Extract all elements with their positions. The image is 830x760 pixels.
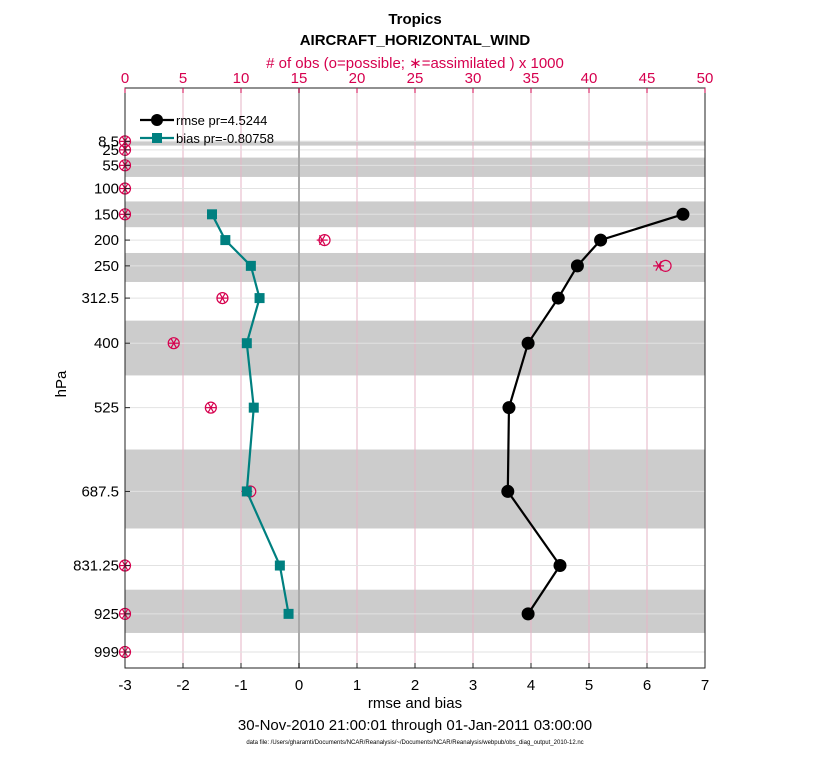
x-tick-label: -2 [176,677,189,694]
rmse-point [553,559,567,573]
obs-assimilated-marker [653,260,665,271]
bias-point [283,608,294,619]
bias-point [241,486,252,497]
obs-assimilated-marker [316,235,328,246]
x-tick-label: 1 [353,677,361,694]
bias-point [245,260,256,271]
top-tick-label: 50 [697,70,714,87]
bias-point [207,209,217,220]
y-tick-label: 25 [102,142,119,159]
top-tick-label: 40 [581,70,598,87]
bias-point [254,293,265,304]
rmse-point [676,207,690,221]
obs-assimilated-marker [216,293,228,304]
data-file-note: data file: /Users/gharamti/Documents/NCA… [246,740,583,746]
top-tick-label: 10 [233,70,250,87]
y-tick-label: 8.5 [98,133,119,150]
y-tick-label: 400 [94,335,119,352]
x-tick-label: 6 [643,677,651,694]
y-tick-label: 200 [94,232,119,249]
rmse-point [501,484,515,498]
x-tick-label: 4 [527,677,535,694]
y-tick-label: 831.25 [73,558,119,575]
series-lines [207,207,690,621]
rmse-point [521,607,535,621]
rmse-point [594,233,608,247]
rmse-point [521,336,535,350]
bias-point [274,560,285,571]
y-axis-label: hPa [53,370,70,397]
bias-point [220,235,231,246]
legend-label: bias pr=-0.80758 [176,131,274,146]
x-tick-label: 3 [469,677,477,694]
x-axis-label: rmse and bias [368,695,462,712]
x-tick-label: 0 [295,677,303,694]
top-tick-label: 0 [121,70,129,87]
date-range: 30-Nov-2010 21:00:01 through 01-Jan-2011… [238,717,592,734]
y-tick-label: 525 [94,400,119,417]
top-tick-label: 15 [291,70,308,87]
rmse-point [551,291,565,305]
y-tick-label: 999 [94,644,119,661]
top-tick-label: 35 [523,70,540,87]
top-tick-label: 25 [407,70,424,87]
legend-marker [152,133,162,143]
y-tick-label: 312.5 [81,290,119,307]
y-tick-label: 250 [94,258,119,275]
x-tick-label: -3 [118,677,131,694]
x-tick-label: 5 [585,677,593,694]
y-tick-label: 150 [94,206,119,223]
y-tick-label: 55 [102,157,119,174]
top-axis-label: # of obs (o=possible; ∗=assimilated ) x … [266,55,564,72]
obs-assimilated-marker [168,338,180,349]
x-tick-label: -1 [234,677,247,694]
x-tick-label: 7 [701,677,709,694]
y-tick-label: 687.5 [81,483,119,500]
bias-point [248,402,259,413]
legend-label: rmse pr=4.5244 [176,113,267,128]
rmse-point [502,401,516,415]
top-tick-label: 20 [349,70,366,87]
y-tick-label: 100 [94,181,119,198]
top-tick-label: 30 [465,70,482,87]
top-tick-label: 5 [179,70,187,87]
legend-marker [151,114,163,126]
legend: rmse pr=4.5244 bias pr=-0.80758 [140,113,274,146]
chart-subtitle: AIRCRAFT_HORIZONTAL_WIND [300,32,531,49]
rmse-point [570,259,584,273]
obs-assimilated-marker [205,402,217,413]
axis-ticks: -3 -2 -1 0 1 2 3 4 5 6 70 5 10 15 20 25 30 35 40 45 508.5255… [73,70,713,694]
chart-title: Tropics [388,11,441,28]
top-tick-label: 45 [639,70,656,87]
y-tick-label: 925 [94,606,119,623]
bias-point [241,338,252,349]
x-tick-label: 2 [411,677,419,694]
